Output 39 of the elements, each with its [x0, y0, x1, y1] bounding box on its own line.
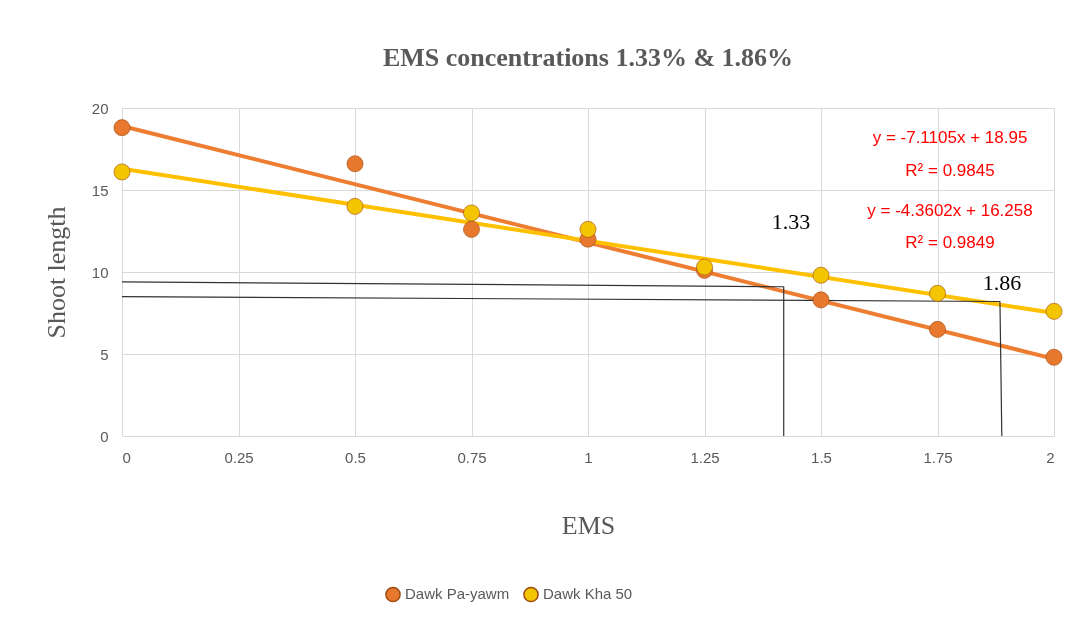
x-tick-label: 1.75 — [923, 448, 953, 466]
x-tick-label: 1 — [584, 448, 593, 466]
y-tick-label: 20 — [91, 99, 109, 117]
legend-label: Dawk Pa-yawm — [405, 585, 510, 603]
legend-label: Dawk Kha 50 — [543, 585, 633, 603]
point — [929, 284, 946, 302]
x-tick-label: 0 — [122, 448, 131, 466]
x-tick-label: 1.5 — [811, 448, 832, 466]
x-tick-label: 0.5 — [345, 448, 366, 466]
point — [812, 291, 830, 309]
y-tick-label: 10 — [91, 263, 109, 281]
annotation: R² = 0.9849 — [905, 233, 995, 252]
annotation: 1.86 — [982, 270, 1022, 295]
point — [696, 258, 713, 276]
annotation: y = -7.1105x + 18.95 — [872, 128, 1028, 147]
x-tick-label: 1.25 — [690, 448, 720, 466]
point — [812, 266, 830, 284]
x-axis-title: EMS — [561, 510, 616, 540]
annotation: R² = 0.9845 — [905, 161, 995, 180]
x-tick-label: 0.75 — [457, 448, 487, 466]
y-axis-title: Shoot length — [41, 206, 71, 339]
point — [579, 221, 597, 238]
point — [463, 221, 480, 238]
x-tick-label: 0.25 — [224, 448, 254, 466]
point — [929, 321, 946, 338]
point — [1045, 348, 1063, 366]
point — [113, 163, 131, 181]
x-tick-label: 2 — [1046, 448, 1055, 466]
annotation: 1.33 — [771, 209, 811, 234]
y-tick-label: 0 — [100, 427, 109, 445]
y-tick-label: 5 — [100, 345, 109, 363]
chart-title: EMS concentrations 1.33% & 1.86% — [382, 43, 794, 72]
point — [346, 198, 364, 215]
point — [113, 119, 131, 137]
y-tick-label: 15 — [91, 181, 109, 199]
point — [1045, 303, 1063, 320]
point — [346, 155, 364, 173]
annotation: y = -4.3602x + 16.258 — [867, 201, 1033, 220]
point — [463, 204, 480, 222]
